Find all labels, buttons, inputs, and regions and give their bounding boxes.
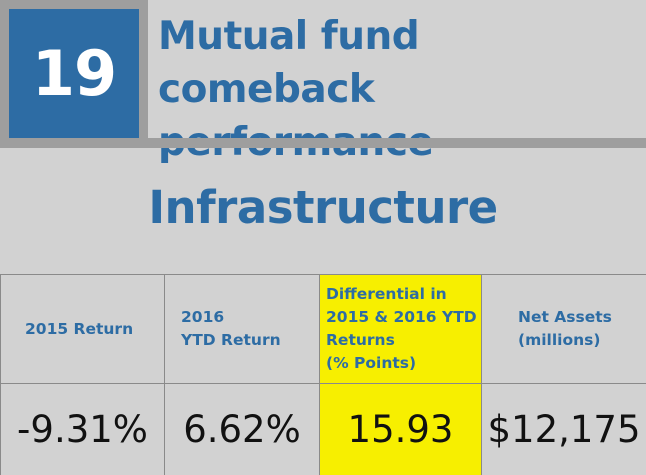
header-divider <box>0 138 646 148</box>
header-label: 2015 Return <box>25 319 134 338</box>
header-cell-2016-ytd-return: 2016 YTD Return <box>164 274 320 384</box>
header-cell-differential: Differential in 2015 & 2016 YTD Returns … <box>319 274 482 384</box>
value-2016-ytd-return: 6.62% <box>164 383 320 475</box>
header-cell-2015-return: 2015 Return <box>0 274 165 384</box>
table-row: -9.31% 6.62% 15.93 $12,175 <box>0 383 646 475</box>
header-label: Differential in 2015 & 2016 YTD Returns … <box>326 285 477 372</box>
value-differential: 15.93 <box>319 383 482 475</box>
header-label: 2016 YTD Return <box>181 308 281 349</box>
section-title: Infrastructure <box>148 181 498 234</box>
data-table: 2015 Return 2016 YTD Return Differential… <box>0 274 646 475</box>
rank-badge: 19 <box>9 9 139 138</box>
table-header-row: 2015 Return 2016 YTD Return Differential… <box>0 274 646 384</box>
header-cell-net-assets: Net Assets (millions) <box>481 274 646 384</box>
header-label: Net Assets (millions) <box>518 308 612 349</box>
value-net-assets: $12,175 <box>481 383 646 475</box>
rank-frame: 19 <box>0 0 148 147</box>
value-2015-return: -9.31% <box>0 383 165 475</box>
header: 19 Mutual fund comeback performance <box>0 0 646 165</box>
